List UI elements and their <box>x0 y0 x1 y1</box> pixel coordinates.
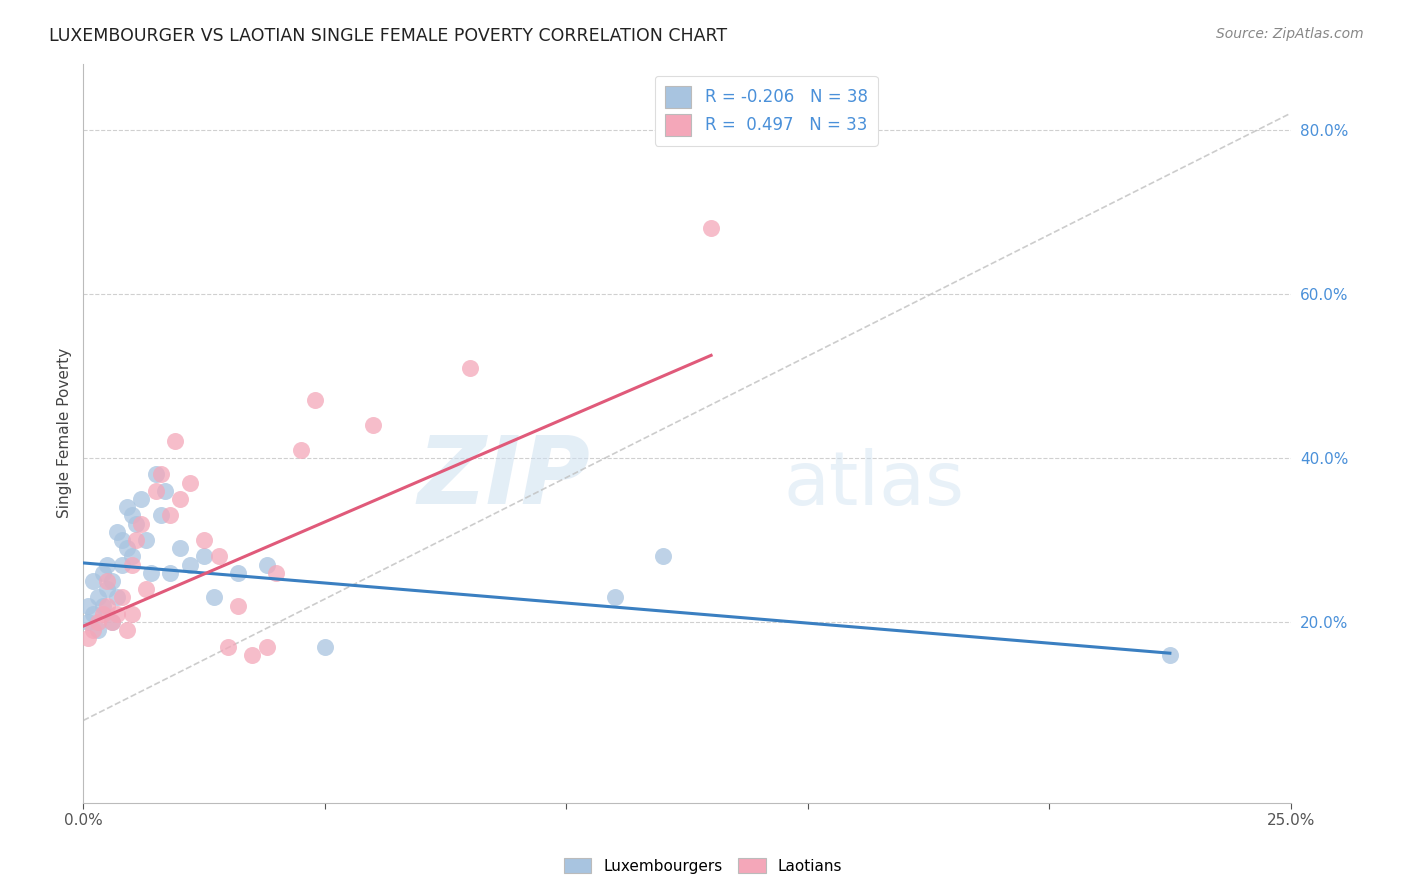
Point <box>217 640 239 654</box>
Point <box>87 624 110 638</box>
Point <box>202 591 225 605</box>
Point <box>163 434 186 449</box>
Point <box>159 566 181 580</box>
Point <box>87 591 110 605</box>
Point <box>101 615 124 629</box>
Point <box>169 541 191 556</box>
Point <box>1159 648 1181 662</box>
Point <box>96 599 118 613</box>
Point <box>139 566 162 580</box>
Point <box>290 442 312 457</box>
Point <box>96 574 118 588</box>
Point <box>159 508 181 523</box>
Text: Source: ZipAtlas.com: Source: ZipAtlas.com <box>1216 27 1364 41</box>
Point <box>96 558 118 572</box>
Point <box>193 533 215 547</box>
Point <box>101 574 124 588</box>
Point <box>145 467 167 482</box>
Point <box>121 508 143 523</box>
Point <box>115 500 138 515</box>
Point <box>121 607 143 621</box>
Point <box>125 516 148 531</box>
Point <box>105 591 128 605</box>
Point <box>145 483 167 498</box>
Point <box>135 533 157 547</box>
Point <box>125 533 148 547</box>
Point <box>111 533 134 547</box>
Point <box>266 566 288 580</box>
Point <box>651 549 673 564</box>
Point <box>82 574 104 588</box>
Point <box>129 491 152 506</box>
Point <box>155 483 177 498</box>
Point <box>304 393 326 408</box>
Point <box>135 582 157 597</box>
Point <box>700 221 723 235</box>
Point <box>240 648 263 662</box>
Point <box>169 491 191 506</box>
Point <box>91 566 114 580</box>
Point <box>82 624 104 638</box>
Point <box>101 615 124 629</box>
Point <box>77 632 100 646</box>
Point <box>179 558 201 572</box>
Point <box>111 558 134 572</box>
Text: ZIP: ZIP <box>418 432 591 524</box>
Point <box>129 516 152 531</box>
Point <box>226 566 249 580</box>
Point <box>91 599 114 613</box>
Point <box>314 640 336 654</box>
Text: atlas: atlas <box>783 449 965 522</box>
Point <box>111 591 134 605</box>
Point <box>603 591 626 605</box>
Point <box>87 615 110 629</box>
Point <box>96 582 118 597</box>
Point <box>115 541 138 556</box>
Point <box>193 549 215 564</box>
Point <box>105 524 128 539</box>
Point <box>207 549 229 564</box>
Point <box>82 607 104 621</box>
Y-axis label: Single Female Poverty: Single Female Poverty <box>58 348 72 518</box>
Point <box>77 615 100 629</box>
Point <box>256 558 278 572</box>
Point <box>149 467 172 482</box>
Point <box>121 558 143 572</box>
Point <box>149 508 172 523</box>
Point <box>458 360 481 375</box>
Point <box>226 599 249 613</box>
Text: LUXEMBOURGER VS LAOTIAN SINGLE FEMALE POVERTY CORRELATION CHART: LUXEMBOURGER VS LAOTIAN SINGLE FEMALE PO… <box>49 27 727 45</box>
Point <box>91 607 114 621</box>
Point <box>361 418 384 433</box>
Point <box>105 607 128 621</box>
Point <box>256 640 278 654</box>
Point <box>77 599 100 613</box>
Point <box>121 549 143 564</box>
Legend: R = -0.206   N = 38, R =  0.497   N = 33: R = -0.206 N = 38, R = 0.497 N = 33 <box>655 76 877 145</box>
Legend: Luxembourgers, Laotians: Luxembourgers, Laotians <box>558 852 848 880</box>
Point <box>115 624 138 638</box>
Point <box>179 475 201 490</box>
